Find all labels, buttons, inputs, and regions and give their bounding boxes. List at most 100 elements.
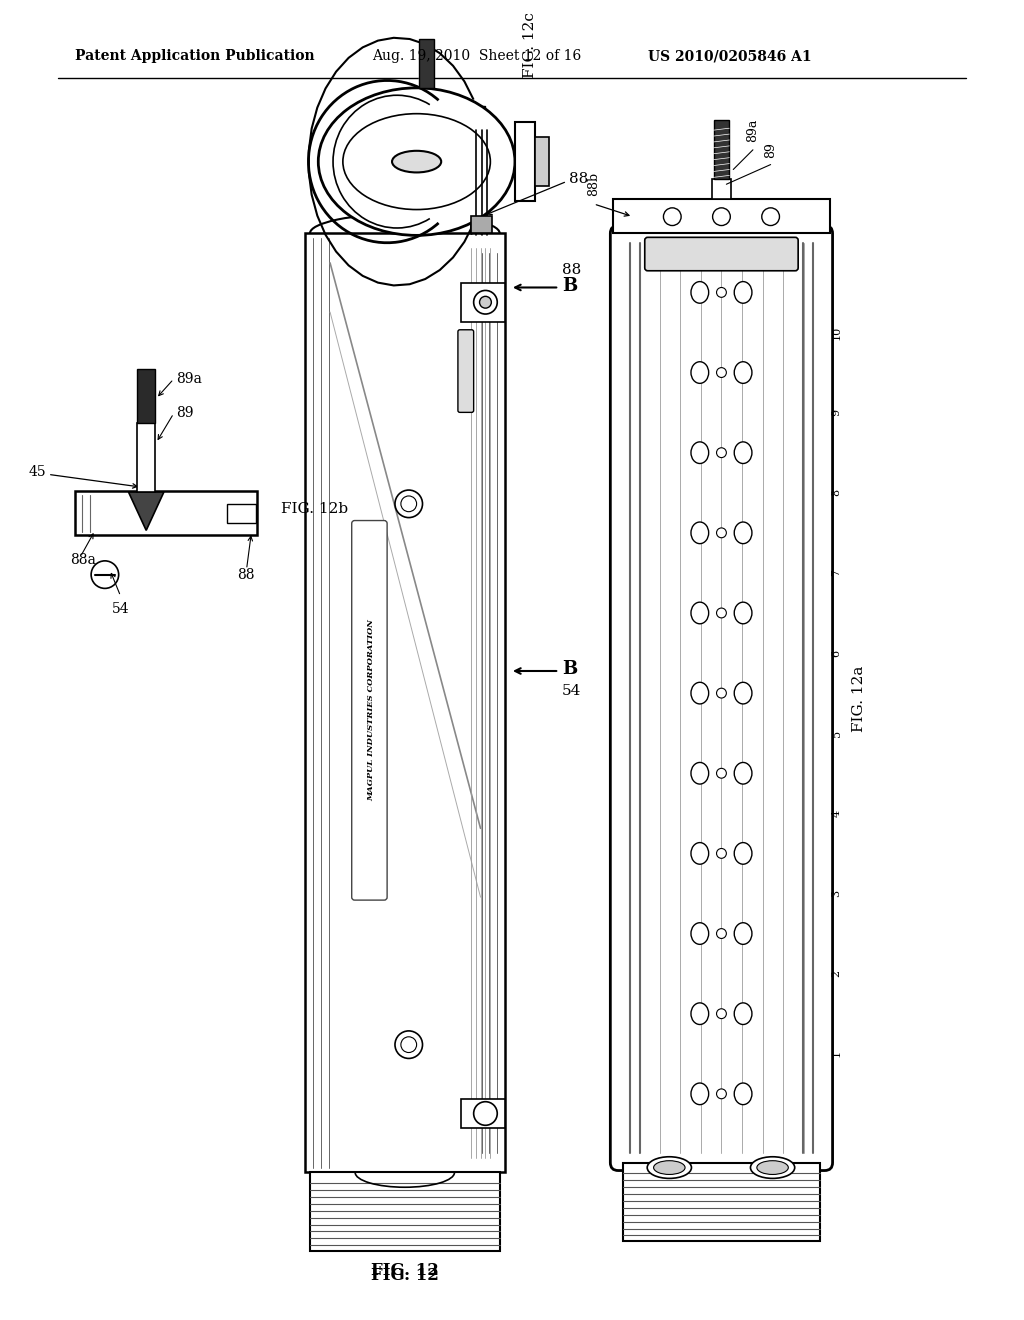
Text: 89a: 89a xyxy=(176,372,202,385)
Ellipse shape xyxy=(734,521,752,544)
Circle shape xyxy=(713,207,730,226)
Text: 7: 7 xyxy=(831,569,842,577)
Ellipse shape xyxy=(757,1160,788,1175)
Ellipse shape xyxy=(691,602,709,624)
Text: 88: 88 xyxy=(569,173,588,186)
Bar xyxy=(137,424,155,492)
Circle shape xyxy=(474,1102,498,1125)
Text: US 2010/0205846 A1: US 2010/0205846 A1 xyxy=(648,49,811,63)
Bar xyxy=(515,123,535,201)
Ellipse shape xyxy=(734,842,752,865)
Text: 3: 3 xyxy=(831,890,842,898)
Bar xyxy=(463,120,488,140)
Circle shape xyxy=(717,1089,726,1098)
Ellipse shape xyxy=(647,1156,691,1179)
Bar xyxy=(471,215,493,234)
Bar xyxy=(310,1172,500,1251)
Circle shape xyxy=(400,1036,417,1052)
FancyBboxPatch shape xyxy=(645,238,798,271)
Ellipse shape xyxy=(734,281,752,304)
Ellipse shape xyxy=(734,763,752,784)
Text: MAGPUL INDUSTRIES CORPORATION: MAGPUL INDUSTRIES CORPORATION xyxy=(368,619,376,801)
Ellipse shape xyxy=(734,682,752,704)
Circle shape xyxy=(395,490,423,517)
Bar xyxy=(613,199,829,234)
Bar xyxy=(469,140,482,189)
Ellipse shape xyxy=(691,1003,709,1024)
Text: 89: 89 xyxy=(176,407,194,420)
Circle shape xyxy=(762,207,779,226)
Circle shape xyxy=(717,528,726,537)
Circle shape xyxy=(664,207,681,226)
Circle shape xyxy=(479,296,492,308)
Text: 88: 88 xyxy=(237,568,254,582)
Circle shape xyxy=(91,561,119,589)
Text: 89: 89 xyxy=(764,141,777,158)
Ellipse shape xyxy=(691,281,709,304)
Ellipse shape xyxy=(392,150,441,173)
Text: 2: 2 xyxy=(831,970,842,977)
Text: FIG. 12: FIG. 12 xyxy=(371,1267,438,1284)
Text: B: B xyxy=(562,660,578,678)
Text: 1: 1 xyxy=(831,1051,842,1057)
Text: 9: 9 xyxy=(831,409,842,416)
Text: 54: 54 xyxy=(112,602,129,616)
Bar xyxy=(624,1163,820,1241)
Ellipse shape xyxy=(653,1160,685,1175)
Text: 89a: 89a xyxy=(746,119,760,141)
Circle shape xyxy=(474,290,498,314)
Text: 5: 5 xyxy=(831,730,842,737)
Ellipse shape xyxy=(691,442,709,463)
Ellipse shape xyxy=(691,521,709,544)
Text: FIG. 12a: FIG. 12a xyxy=(852,665,866,731)
Bar xyxy=(535,137,549,186)
Text: 88a: 88a xyxy=(71,553,96,566)
Bar xyxy=(305,234,505,1172)
FancyBboxPatch shape xyxy=(458,330,474,412)
Text: FIG. 12c: FIG. 12c xyxy=(522,12,537,78)
Ellipse shape xyxy=(734,923,752,944)
Circle shape xyxy=(400,496,417,512)
Ellipse shape xyxy=(691,842,709,865)
Circle shape xyxy=(717,688,726,698)
Bar xyxy=(714,120,729,180)
Ellipse shape xyxy=(691,1082,709,1105)
Circle shape xyxy=(717,368,726,378)
Text: Patent Application Publication: Patent Application Publication xyxy=(76,49,315,63)
Circle shape xyxy=(717,929,726,939)
Text: Aug. 19, 2010  Sheet 12 of 16: Aug. 19, 2010 Sheet 12 of 16 xyxy=(373,49,582,63)
Circle shape xyxy=(395,1031,423,1059)
Ellipse shape xyxy=(343,114,490,210)
Text: B: B xyxy=(562,276,578,294)
Text: 45: 45 xyxy=(29,466,46,479)
Text: 8: 8 xyxy=(831,490,842,496)
Ellipse shape xyxy=(734,602,752,624)
Text: 4: 4 xyxy=(831,809,842,817)
Text: 88b: 88b xyxy=(587,172,600,197)
Text: 6: 6 xyxy=(831,649,842,656)
Bar xyxy=(461,1098,505,1129)
Circle shape xyxy=(717,609,726,618)
Bar xyxy=(712,180,731,199)
Bar xyxy=(461,282,505,322)
Text: 10: 10 xyxy=(831,325,842,339)
Circle shape xyxy=(717,768,726,779)
Ellipse shape xyxy=(751,1156,795,1179)
Circle shape xyxy=(717,1008,726,1019)
Ellipse shape xyxy=(734,1003,752,1024)
Ellipse shape xyxy=(734,1082,752,1105)
Bar xyxy=(227,504,256,524)
Bar xyxy=(419,38,434,88)
Text: 54: 54 xyxy=(562,684,582,698)
Bar xyxy=(137,370,155,424)
Bar xyxy=(466,106,485,120)
Ellipse shape xyxy=(318,88,515,235)
Text: FIG. 12: FIG. 12 xyxy=(371,1262,438,1279)
Text: 88: 88 xyxy=(562,263,582,277)
FancyBboxPatch shape xyxy=(610,226,833,1171)
Ellipse shape xyxy=(691,923,709,944)
Ellipse shape xyxy=(691,362,709,383)
FancyBboxPatch shape xyxy=(351,520,387,900)
Circle shape xyxy=(717,849,726,858)
Ellipse shape xyxy=(691,682,709,704)
